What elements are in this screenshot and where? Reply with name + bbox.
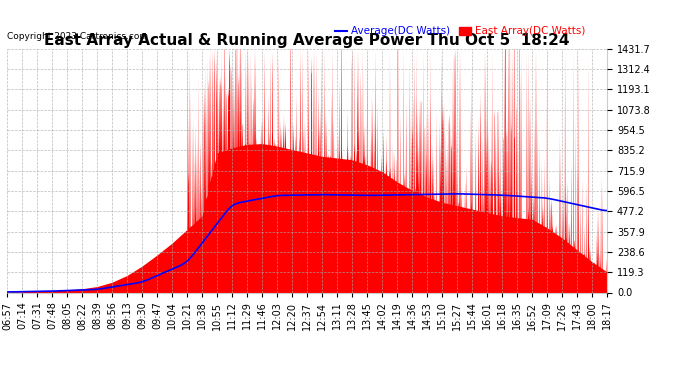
Legend: Average(DC Watts), East Array(DC Watts): Average(DC Watts), East Array(DC Watts) — [331, 22, 590, 40]
Title: East Array Actual & Running Average Power Thu Oct 5  18:24: East Array Actual & Running Average Powe… — [44, 33, 570, 48]
Text: Copyright 2023 Cartronics.com: Copyright 2023 Cartronics.com — [7, 32, 148, 41]
